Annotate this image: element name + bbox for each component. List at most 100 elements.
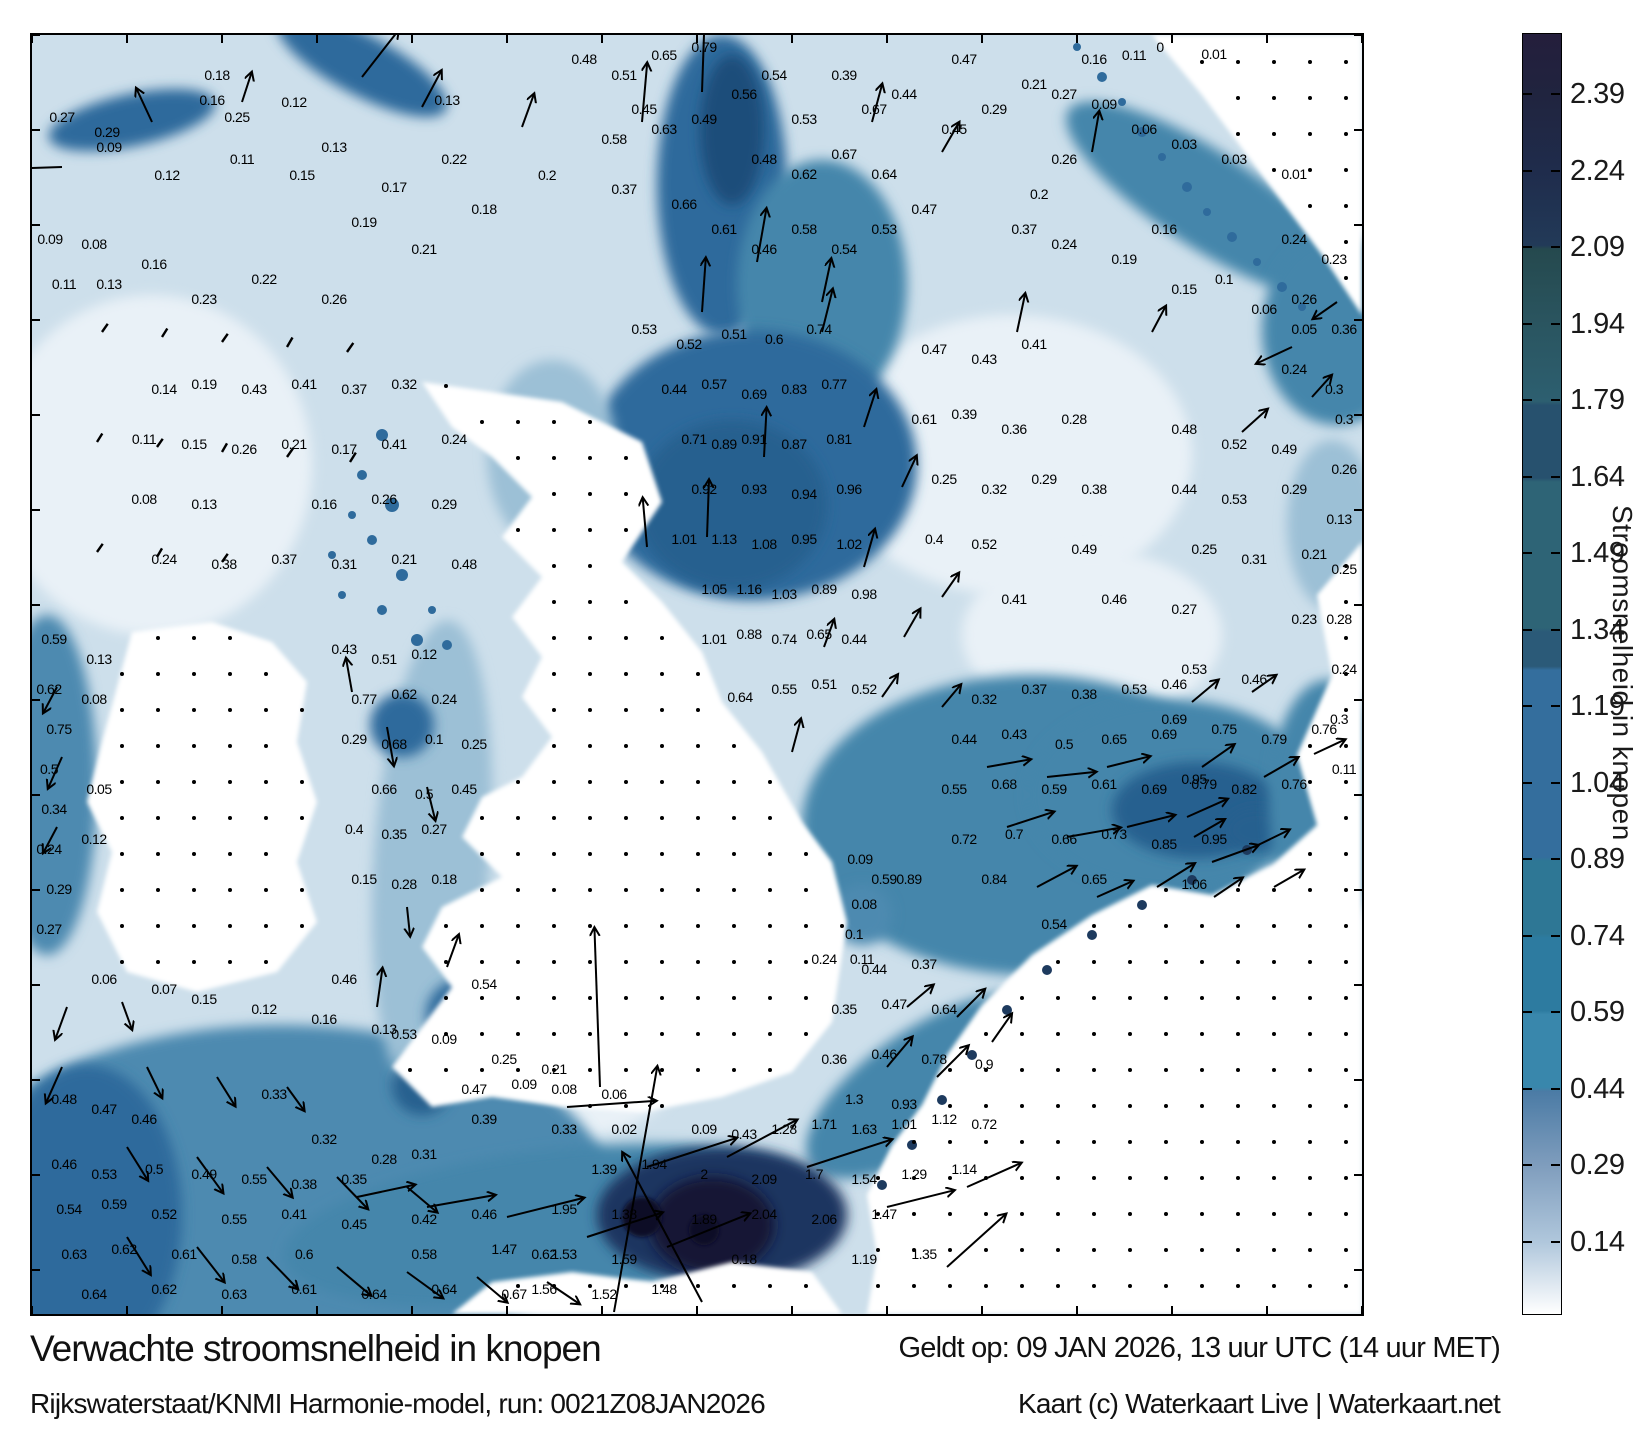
speed-label: 0.48 (571, 51, 597, 67)
speed-label: 0.26 (321, 291, 347, 307)
land-dot (1344, 672, 1348, 676)
land-dot (1056, 1068, 1060, 1072)
land-dot (1308, 1032, 1312, 1036)
land-dot (120, 852, 124, 856)
colorbar-tick-mark (1551, 781, 1560, 784)
current-arrow (221, 333, 229, 343)
speed-label: 0.43 (331, 641, 357, 657)
speed-label: 0.66 (1051, 831, 1077, 847)
speed-label: 0.73 (1101, 826, 1127, 842)
land-dot (1056, 960, 1060, 964)
speed-label: 0.64 (431, 1281, 457, 1297)
colorbar-tick-mark (1523, 1011, 1532, 1014)
land-dot (696, 1032, 700, 1036)
land-dot (264, 708, 268, 712)
land-dot (228, 852, 232, 856)
land-dot (480, 960, 484, 964)
land-dot (768, 1032, 772, 1036)
current-map-canvas[interactable]: 0.27 0.29 0.25 0.18 0.16 0.12 0.13 0.13 0.09 0.19… (30, 33, 1364, 1316)
land-dot (696, 816, 700, 820)
speed-label: 0.32 (971, 691, 997, 707)
colorbar-tick-mark (1551, 934, 1560, 937)
current-arrow (346, 342, 355, 353)
land-dot (264, 852, 268, 856)
speed-label: 0.09 (1091, 96, 1117, 112)
land-dot (660, 636, 664, 640)
land-dot (1308, 204, 1312, 208)
land-dot (192, 888, 196, 892)
speed-label: 0.64 (871, 166, 897, 182)
land-dot (552, 600, 556, 604)
speed-label: 0.06 (1251, 301, 1277, 317)
speed-label: 0.72 (971, 1116, 997, 1132)
land-dot (660, 924, 664, 928)
land-dot (552, 492, 556, 496)
speed-label: 0.46 (51, 1156, 77, 1172)
land-dot (264, 924, 268, 928)
speed-label: 0.55 (221, 1211, 247, 1227)
land-dot (696, 888, 700, 892)
speed-label: 0.38 (1071, 686, 1097, 702)
land-dot (660, 1032, 664, 1036)
speed-label: 0.24 (36, 841, 62, 857)
current-arrow (641, 62, 647, 123)
colorbar-tick-mark (1523, 1240, 1532, 1243)
speed-label: 0.44 (841, 631, 867, 647)
speed-label: 0.57 (701, 376, 727, 392)
speed-label: 0.37 (611, 181, 637, 197)
land-dot (120, 708, 124, 712)
current-arrow (903, 608, 921, 638)
land-dot (876, 1176, 880, 1180)
speed-label: 0.83 (781, 381, 807, 397)
land-dot (732, 996, 736, 1000)
speed-label: 0.14 (151, 381, 177, 397)
colorbar-tick-label: 1.49 (1570, 537, 1625, 570)
land-dot (1344, 1212, 1348, 1216)
speed-label: 0.21 (391, 551, 417, 567)
land-dot (984, 1032, 988, 1036)
land-dot (624, 1032, 628, 1036)
current-arrow (121, 1001, 132, 1030)
speed-label: 0.24 (151, 551, 177, 567)
speed-label: 0.29 (341, 731, 367, 747)
land-dot (1308, 1176, 1312, 1180)
speed-label: 0.61 (291, 1281, 317, 1297)
land-dot (1272, 132, 1276, 136)
speed-label: 0.22 (251, 271, 277, 287)
credit-line: Kaart (c) Waterkaart Live | Waterkaart.n… (1018, 1388, 1501, 1419)
colorbar-tick-mark (1523, 705, 1532, 708)
land-dot (1272, 924, 1276, 928)
land-dot (192, 744, 196, 748)
land-dot (588, 924, 592, 928)
land-dot (948, 1176, 952, 1180)
land-dot (552, 816, 556, 820)
speed-label: 0.08 (81, 691, 107, 707)
current-arrow (991, 1013, 1012, 1043)
land-dot (948, 1104, 952, 1108)
land-dot (192, 960, 196, 964)
speed-label: 0.51 (811, 676, 837, 692)
speed-label: 1.53 (551, 1246, 577, 1262)
map-svg: 0.270.290.250.180.16 0.12 0.130.130.090.19… (32, 35, 1362, 1314)
fjord-speckle (1253, 258, 1261, 266)
land-dot (1164, 1248, 1168, 1252)
fjord-speckle (1073, 43, 1081, 51)
current-arrow (136, 88, 153, 123)
speed-label: 0.43 (1001, 726, 1027, 742)
land-dot (1344, 240, 1348, 244)
land-dot (732, 780, 736, 784)
land-dot (1236, 132, 1240, 136)
speed-label: 0.2 (538, 167, 557, 183)
speed-label: 0.23 (1291, 611, 1317, 627)
land-dot (768, 1284, 772, 1288)
land-dot (588, 528, 592, 532)
land-dot (120, 924, 124, 928)
current-arrow (43, 686, 58, 713)
current-arrow (1263, 757, 1299, 778)
speed-label: 0.27 (1171, 601, 1197, 617)
speed-label: 0.53 (1221, 491, 1247, 507)
speed-label: 0.65 (806, 626, 832, 642)
speed-label: 0.28 (391, 876, 417, 892)
wadden-island (1002, 1005, 1012, 1015)
land-dot (1344, 888, 1348, 892)
